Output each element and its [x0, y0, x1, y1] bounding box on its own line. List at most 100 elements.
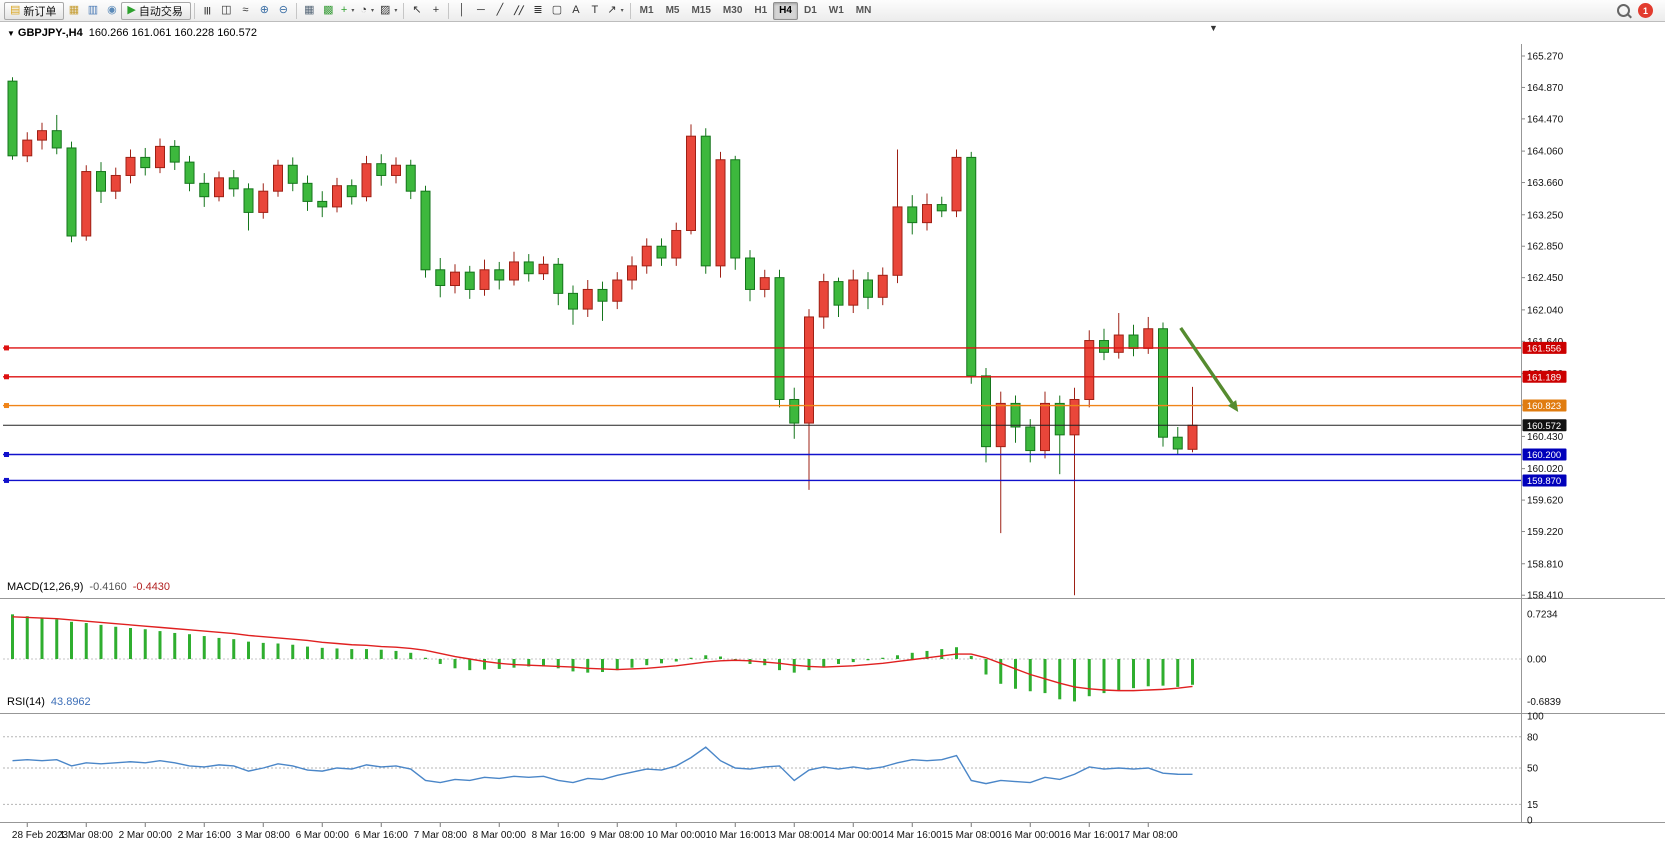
timeframe-m30[interactable]: M30: [722, 5, 743, 16]
notifications-badge[interactable]: 1: [1638, 3, 1653, 18]
candle-body: [700, 135, 711, 267]
candle: [273, 159, 283, 197]
templates-button[interactable]: ▨ ▾: [377, 2, 400, 20]
trend-arrow[interactable]: [1179, 326, 1234, 404]
macd-bar: [881, 657, 885, 659]
resistance-line-2-anchor[interactable]: [4, 374, 9, 380]
toolbar: ▤ 新订单 ▦ ▥ ◉ ▶ 自动交易 ||| ◫ ≈ ⊕ ⊖ ▦ ▩ + ▾ ◔ ▾ ▨ ▾ ↖ + │ ─ ╱ ╱╱ ≣ ▢ A T ↗ ▾…: [0, 0, 1665, 22]
date-axis-label: 3 Mar 08:00: [237, 830, 291, 841]
candle: [848, 269, 859, 314]
macd-bar: [1132, 659, 1135, 689]
macd-histogram: [11, 614, 1194, 702]
timeframe-m15[interactable]: M15: [691, 5, 711, 16]
candle: [730, 155, 741, 270]
candle-body: [391, 164, 401, 176]
fibonacci-button[interactable]: ≣: [528, 2, 547, 20]
text-icon: A: [572, 4, 580, 16]
chart-shift-marker-icon[interactable]: ▼: [1209, 23, 1218, 33]
resistance-line-1-anchor[interactable]: [4, 345, 9, 351]
data-window-button[interactable]: ▥: [83, 2, 102, 20]
support-line-1-anchor[interactable]: [4, 452, 9, 458]
chart-canvas[interactable]: 165.270 164.870 164.470 164.060 163.660 163.2…: [0, 22, 1665, 863]
candle: [863, 272, 873, 310]
arrows-icon: ↗: [607, 4, 617, 16]
arrows-button[interactable]: ↗ ▾: [604, 2, 626, 20]
macd-bar: [1191, 659, 1194, 685]
tile-windows-button[interactable]: ▩: [319, 2, 338, 20]
trend-arrow-head[interactable]: [1227, 400, 1239, 413]
crosshair-icon: +: [432, 4, 440, 16]
price-axis-label: 160.430: [1527, 432, 1564, 443]
candle: [627, 256, 637, 290]
candle-body: [184, 161, 195, 184]
periods-button[interactable]: ◔ ▾: [357, 2, 377, 20]
mid-line-anchor[interactable]: [4, 403, 9, 409]
macd-label: MACD(12,26,9): [7, 581, 84, 593]
label-button[interactable]: T: [585, 2, 604, 20]
support-line-2-anchor[interactable]: [4, 477, 9, 483]
candlestick-chart-button[interactable]: ◫: [217, 2, 236, 20]
date-axis-label: 28 Feb 2023: [12, 830, 69, 841]
date-axis-label: 16 Mar 00:00: [1001, 830, 1060, 841]
candle-body: [523, 261, 534, 275]
candle: [1010, 395, 1021, 443]
timeframe-m5[interactable]: M5: [665, 5, 680, 16]
macd-bar: [70, 621, 73, 659]
line-chart-button[interactable]: ≈: [236, 2, 255, 20]
search-button[interactable]: [1614, 2, 1633, 20]
rsi-line: [12, 746, 1193, 785]
timeframe-d1[interactable]: D1: [803, 5, 817, 16]
crosshair-button[interactable]: +: [426, 2, 445, 20]
rsi-axis-label: 15: [1527, 800, 1539, 811]
candle-body: [848, 279, 859, 306]
candle: [597, 281, 608, 321]
channel-button[interactable]: ╱╱: [509, 2, 528, 20]
macd-bar: [232, 639, 236, 659]
toolbar-separator: [403, 2, 405, 19]
zoom-out-button[interactable]: ⊖: [274, 2, 293, 20]
chart-area[interactable]: 165.270 164.870 164.470 164.060 163.660 163.2…: [0, 22, 1665, 841]
new-order-button[interactable]: ▤ 新订单: [4, 1, 65, 20]
macd-bar: [276, 643, 280, 659]
timeframe-h4[interactable]: H4: [773, 1, 798, 20]
macd-bar: [453, 659, 457, 669]
trendline-button[interactable]: ╱: [490, 2, 509, 20]
autotrading-button[interactable]: ▶ 自动交易: [121, 1, 191, 20]
vertical-line-button[interactable]: │: [452, 2, 471, 20]
date-axis-label: 9 Mar 08:00: [591, 830, 645, 841]
text-button[interactable]: A: [566, 2, 585, 20]
cursor-button[interactable]: ↖: [407, 2, 426, 20]
horizontal-line-button[interactable]: ─: [471, 2, 490, 20]
new-chart-button[interactable]: ▦: [300, 2, 319, 20]
market-watch-button[interactable]: ▦: [64, 2, 83, 20]
candle: [346, 179, 357, 205]
timeframe-w1[interactable]: W1: [828, 5, 844, 16]
candle: [22, 132, 33, 163]
candle: [951, 149, 962, 218]
timeframe-m1[interactable]: M1: [639, 5, 654, 16]
candle-body: [509, 261, 519, 281]
timeframe-mn[interactable]: MN: [855, 5, 872, 16]
candle: [922, 193, 932, 231]
candle: [258, 183, 269, 219]
chart-expand-icon[interactable]: ▼: [7, 29, 15, 38]
toolbar-separator: [193, 2, 195, 19]
candle-body: [759, 277, 770, 290]
shapes-button[interactable]: ▢: [547, 2, 566, 20]
date-axis-label: 14 Mar 00:00: [824, 830, 883, 841]
zoom-in-button[interactable]: ⊕: [255, 2, 274, 20]
candle-body: [376, 163, 387, 176]
candle-body: [228, 177, 239, 190]
candle-body: [435, 269, 446, 287]
candle: [936, 196, 947, 218]
navigator-button[interactable]: ◉: [102, 2, 121, 20]
bar-chart-button[interactable]: |||: [198, 2, 217, 20]
mid-line-price-badge-label: 160.823: [1527, 401, 1561, 412]
timeframe-h1[interactable]: H1: [754, 5, 768, 16]
fibonacci-icon: ≣: [533, 4, 543, 16]
candle-body: [553, 263, 564, 294]
indicators-button[interactable]: + ▾: [338, 2, 357, 20]
date-axis-label: 16 Mar 16:00: [1060, 830, 1119, 841]
bar-chart-icon: |||: [204, 5, 211, 15]
candle: [228, 169, 239, 197]
